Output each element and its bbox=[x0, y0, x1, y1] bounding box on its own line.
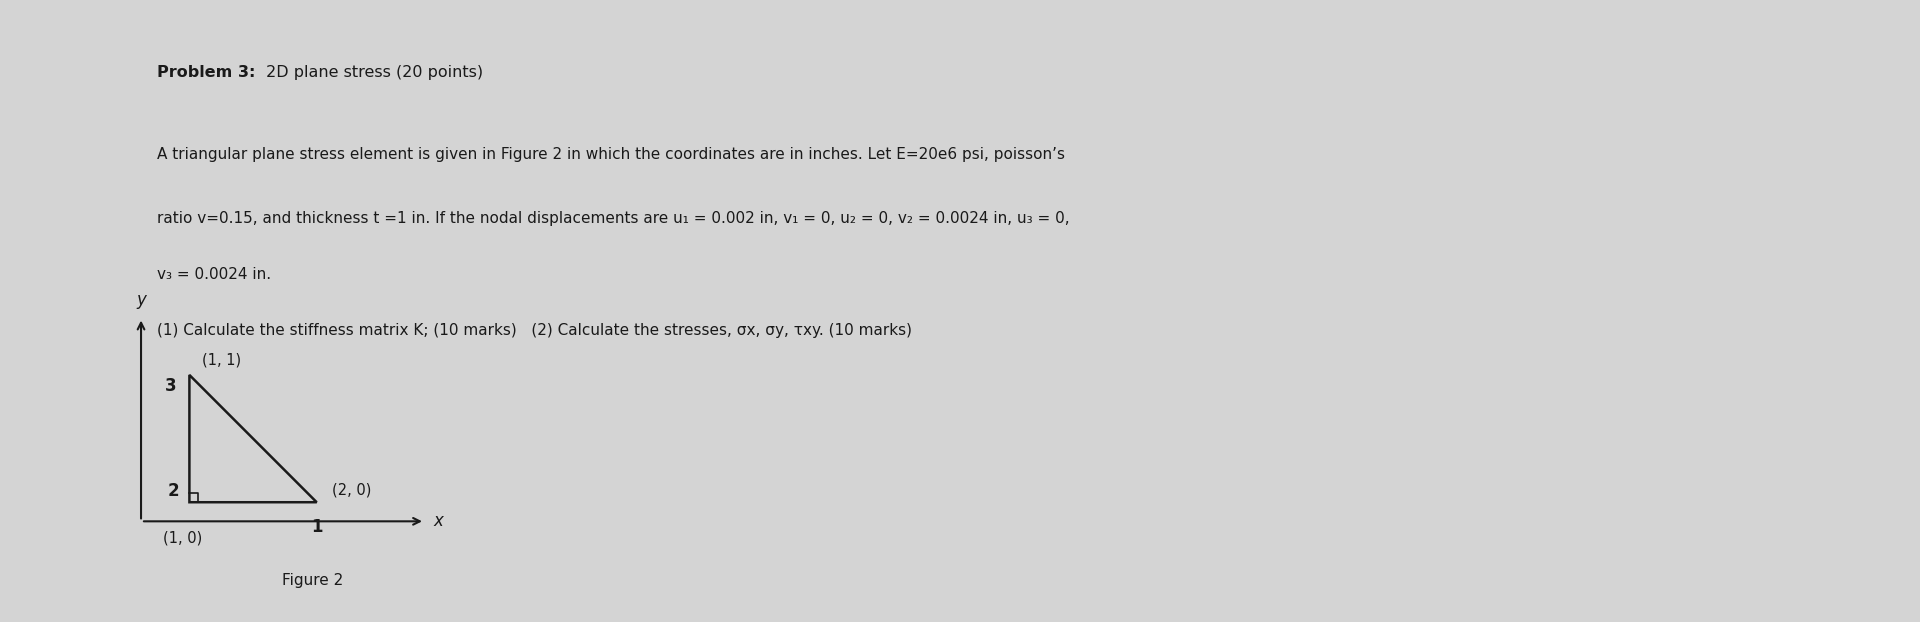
Text: y: y bbox=[136, 290, 146, 309]
Text: x: x bbox=[434, 513, 444, 531]
Text: 1: 1 bbox=[311, 518, 323, 536]
Text: (2, 0): (2, 0) bbox=[332, 482, 371, 497]
Text: v₃ = 0.0024 in.: v₃ = 0.0024 in. bbox=[157, 267, 271, 282]
Text: (1) Calculate the stiffness matrix K; (10 marks)   (2) Calculate the stresses, σ: (1) Calculate the stiffness matrix K; (1… bbox=[157, 323, 912, 338]
Text: ratio v=0.15, and thickness t =1 in. If the nodal displacements are u₁ = 0.002 i: ratio v=0.15, and thickness t =1 in. If … bbox=[157, 211, 1069, 226]
Text: Problem 3:: Problem 3: bbox=[157, 65, 255, 80]
Text: (1, 0): (1, 0) bbox=[163, 530, 204, 545]
Text: 3: 3 bbox=[165, 378, 177, 396]
Text: 2D plane stress (20 points): 2D plane stress (20 points) bbox=[261, 65, 484, 80]
Text: A triangular plane stress element is given in Figure 2 in which the coordinates : A triangular plane stress element is giv… bbox=[157, 147, 1066, 162]
Text: 2: 2 bbox=[167, 481, 179, 499]
Text: (1, 1): (1, 1) bbox=[202, 352, 242, 368]
Text: Figure 2: Figure 2 bbox=[282, 573, 344, 588]
